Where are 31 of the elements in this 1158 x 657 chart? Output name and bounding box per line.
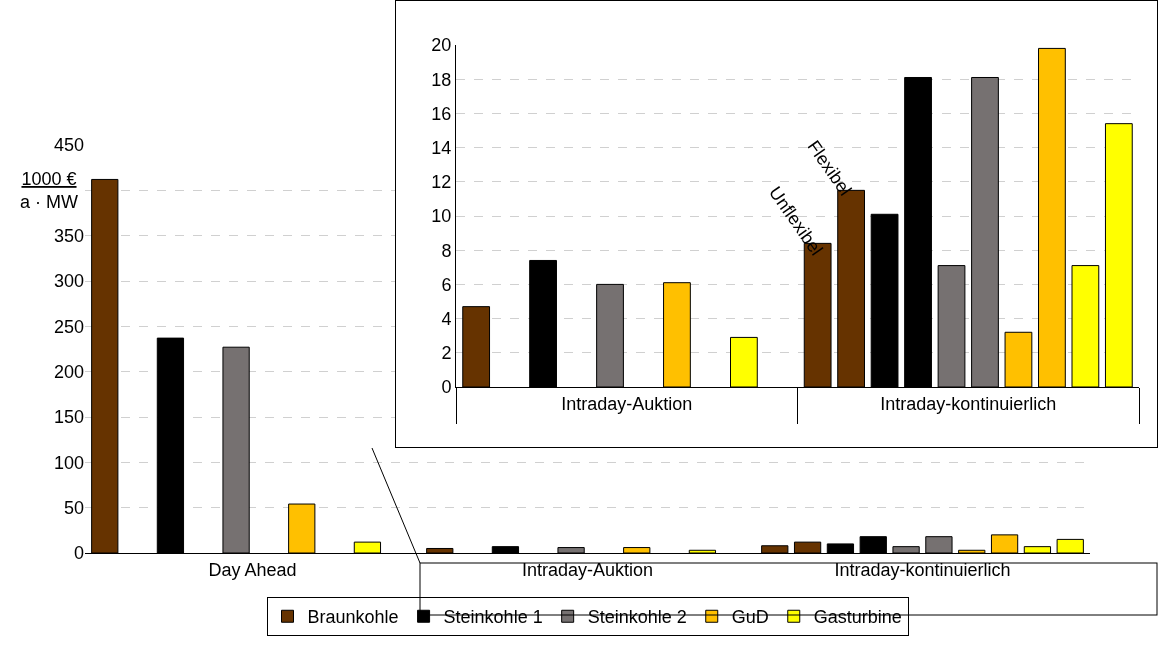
y-tick-label: 4 [441, 308, 452, 329]
y-tick-label: 50 [63, 497, 84, 518]
x-tick-label: Intraday-kontinuierlich [834, 559, 1011, 580]
y-tick-label: 16 [431, 103, 452, 124]
legend-label: Braunkohle [307, 607, 399, 628]
x-tick-label: Day Ahead [208, 559, 297, 580]
y-tick-label: 150 [53, 407, 84, 428]
legend-label: Gasturbine [813, 607, 902, 628]
x-tick-label: Intraday-Auktion [561, 393, 693, 414]
y-tick-label: 100 [53, 452, 84, 473]
y-tick-label: 2 [441, 343, 452, 364]
y-tick-label: 8 [441, 240, 452, 261]
y-tick-label: 18 [431, 69, 452, 90]
legend-label: GuD [731, 607, 769, 628]
legend-label: Steinkohle 2 [587, 607, 687, 628]
y-axis-title: 1000 € a · MW [20, 169, 78, 213]
y-tick-label: 12 [431, 172, 452, 193]
x-tick-label: Intraday-Auktion [521, 559, 654, 580]
y-tick-label: 250 [53, 316, 84, 337]
y-tick-label: 14 [431, 137, 452, 158]
y-tick-label: 300 [53, 271, 84, 292]
y-tick-label: 450 [53, 135, 84, 156]
y-tick-label: 0 [441, 377, 452, 398]
x-tick-label: Intraday-kontinuierlich [880, 393, 1057, 414]
y-tick-label: 20 [431, 35, 452, 56]
y-tick-label: 10 [431, 206, 452, 227]
y-tick-label: 350 [53, 225, 84, 246]
legend-label: Steinkohle 1 [443, 607, 543, 628]
y-tick-label: 6 [441, 274, 452, 295]
y-tick-label: 200 [53, 361, 84, 382]
y-tick-label: 0 [73, 543, 84, 564]
